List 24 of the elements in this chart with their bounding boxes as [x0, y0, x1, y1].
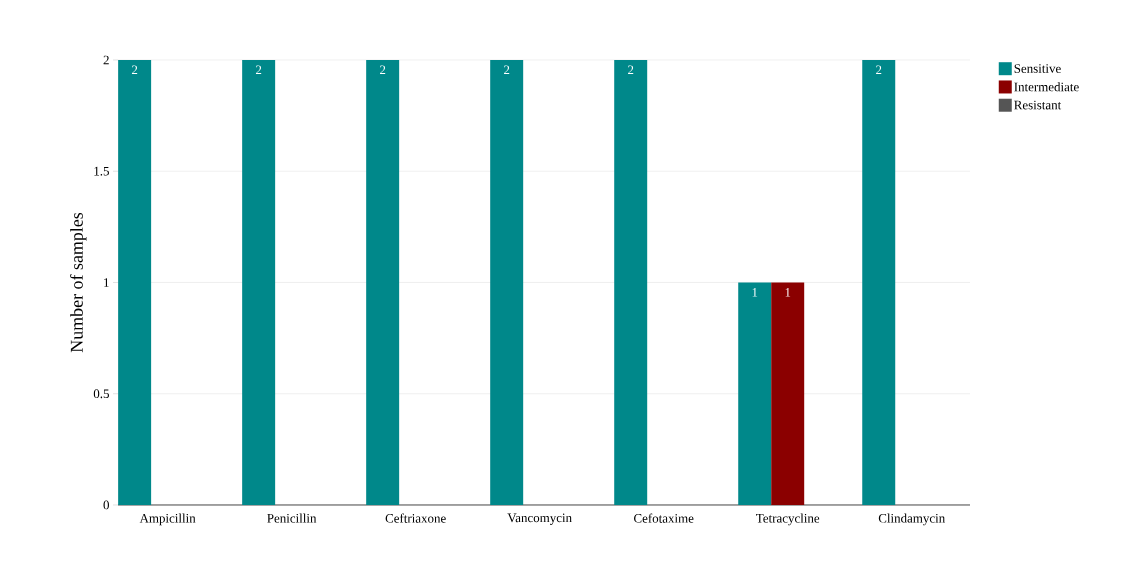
x-tick-label: Tetracycline [756, 513, 820, 526]
x-tick-label: Vancomycin [507, 513, 572, 525]
y-tick-label: 2 [103, 55, 109, 65]
legend-label: Sensitive [1014, 64, 1061, 73]
y-tick-label: 1.5 [94, 166, 109, 176]
x-tick-label: Ceftriaxone [385, 513, 446, 523]
data-label: 2 [255, 65, 262, 75]
legend-label: Intermediate [1014, 82, 1079, 92]
y-tick-label: 0 [103, 500, 109, 510]
data-label: 1 [785, 288, 791, 297]
y-tick-label: 1 [104, 278, 109, 287]
x-tick-label: Cefotaxime [634, 513, 694, 523]
y-axis-title: Number of samples [70, 212, 87, 353]
data-label: 2 [504, 65, 510, 75]
x-tick-label: Penicillin [267, 513, 317, 523]
y-tick-label: 0.5 [93, 389, 109, 399]
data-label: 2 [628, 65, 634, 75]
x-tick-label: Clindamycin [878, 513, 945, 526]
data-label: 1 [752, 288, 758, 297]
x-tick-label: Ampicillin [139, 513, 196, 526]
data-label: 2 [379, 65, 386, 75]
data-label: 2 [876, 65, 882, 75]
data-label: 2 [131, 65, 138, 75]
legend-label: Resistant [1014, 100, 1062, 110]
